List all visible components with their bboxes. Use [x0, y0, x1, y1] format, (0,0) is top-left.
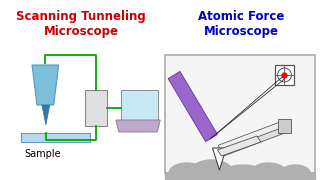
Bar: [21, 133, 90, 142]
Bar: [121, 90, 158, 120]
Polygon shape: [220, 127, 284, 156]
Polygon shape: [281, 165, 310, 173]
Polygon shape: [218, 122, 282, 151]
Polygon shape: [217, 136, 261, 156]
Polygon shape: [169, 163, 204, 173]
Text: Atomic Force
Microscope: Atomic Force Microscope: [198, 10, 284, 38]
Circle shape: [277, 68, 292, 82]
Polygon shape: [212, 148, 226, 170]
Bar: [85, 90, 107, 126]
Text: Scanning Tunneling
Microscope: Scanning Tunneling Microscope: [16, 10, 146, 38]
Bar: [277, 119, 292, 133]
Polygon shape: [32, 65, 59, 105]
FancyBboxPatch shape: [165, 55, 315, 173]
Bar: [275, 65, 294, 85]
Polygon shape: [116, 120, 160, 132]
Polygon shape: [42, 105, 50, 125]
Text: Sample: Sample: [24, 149, 61, 159]
Polygon shape: [251, 163, 286, 173]
Polygon shape: [223, 165, 263, 173]
Polygon shape: [190, 160, 233, 173]
Polygon shape: [168, 71, 217, 142]
